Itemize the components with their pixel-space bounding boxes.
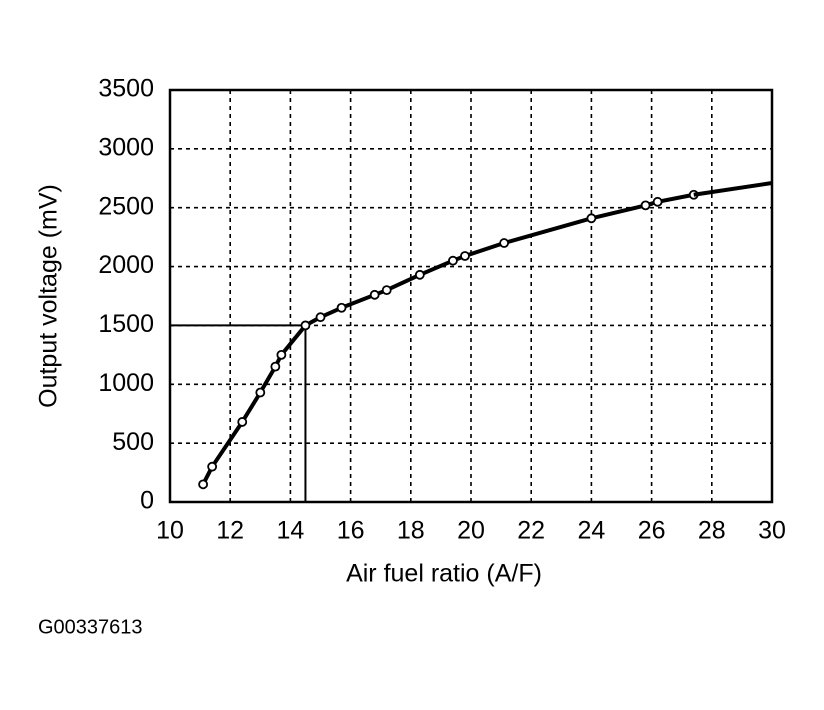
y-tick-label: 3000 — [98, 133, 154, 161]
plot-frame — [168, 88, 774, 504]
x-axis-label: Air fuel ratio (A/F) — [346, 560, 542, 588]
data-point — [276, 349, 287, 360]
y-tick-label: 2500 — [98, 192, 154, 220]
y-tick-label: 1500 — [98, 310, 154, 338]
x-tick-label: 20 — [457, 517, 485, 545]
data-point — [336, 302, 347, 313]
curve — [201, 192, 695, 486]
x-tick-label: 10 — [156, 517, 184, 545]
x-tick-label: 26 — [638, 517, 666, 545]
data-point — [237, 417, 248, 427]
data-point — [586, 213, 597, 224]
data-point — [300, 320, 311, 331]
data-point — [255, 387, 266, 398]
data-point — [652, 196, 663, 207]
data-point — [460, 251, 470, 261]
y-tick-label: 3500 — [98, 75, 154, 103]
y-tick-label: 1000 — [98, 369, 154, 397]
data-point — [381, 285, 392, 296]
x-tick-label: 24 — [577, 517, 605, 545]
x-tick-label: 22 — [517, 517, 545, 545]
data-point — [315, 312, 326, 323]
x-tick-label: 12 — [216, 517, 244, 545]
x-tick-label: 14 — [276, 517, 304, 545]
y-axis-label: Output voltage (mV) — [35, 184, 63, 408]
x-tick-label: 30 — [758, 517, 786, 545]
data-point — [640, 200, 651, 211]
curve — [693, 181, 773, 197]
footnote: G00337613 — [38, 616, 143, 638]
data-point — [414, 269, 425, 280]
data-point — [369, 289, 380, 300]
data-point — [270, 361, 281, 372]
y-tick-label: 0 — [140, 487, 154, 515]
x-tick-label: 18 — [397, 517, 425, 545]
y-tick-label: 2000 — [98, 251, 154, 279]
data-point — [448, 255, 458, 266]
data-point — [499, 238, 510, 248]
y-tick-label: 500 — [112, 428, 154, 456]
x-tick-label: 16 — [337, 517, 365, 545]
data-point — [207, 461, 218, 472]
data-point — [198, 479, 209, 490]
x-tick-label: 28 — [698, 517, 726, 545]
